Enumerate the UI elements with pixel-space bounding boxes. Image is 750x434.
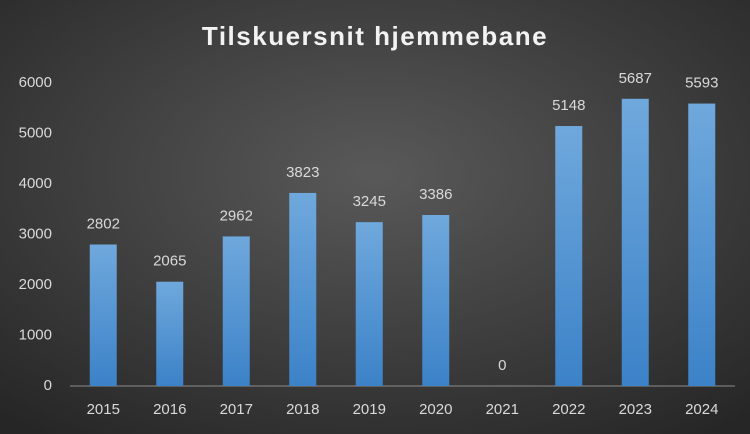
bar: [156, 281, 184, 386]
x-tick-label: 2021: [486, 401, 519, 418]
y-tick-label: 4000: [19, 175, 52, 192]
bar: [222, 236, 250, 386]
data-label: 3823: [286, 164, 319, 181]
bar: [355, 222, 383, 386]
data-label: 5593: [685, 75, 718, 92]
x-tick-label: 2019: [353, 401, 386, 418]
bar: [688, 103, 716, 386]
bar: [555, 126, 583, 386]
bar: [422, 215, 450, 386]
bar: [289, 192, 317, 386]
data-label: 2962: [220, 207, 253, 224]
y-tick-label: 1000: [19, 326, 52, 343]
x-tick-label: 2020: [419, 401, 452, 418]
y-tick-label: 3000: [19, 225, 52, 242]
chart-title: Tilskuersnit hjemmebane: [202, 21, 548, 51]
x-tick-label: 2016: [153, 401, 186, 418]
data-label: 2802: [87, 215, 120, 232]
data-label: 5148: [552, 97, 585, 114]
data-label: 3386: [419, 186, 452, 203]
y-tick-label: 5000: [19, 124, 52, 141]
x-tick-label: 2024: [685, 401, 718, 418]
bar: [621, 98, 649, 386]
x-tick-label: 2023: [619, 401, 652, 418]
data-label: 2065: [153, 253, 186, 270]
y-tick-label: 0: [44, 377, 52, 394]
x-tick-label: 2017: [220, 401, 253, 418]
x-tick-label: 2018: [286, 401, 319, 418]
data-label: 0: [498, 357, 506, 374]
data-label: 3245: [353, 193, 386, 210]
x-tick-label: 2022: [552, 401, 585, 418]
y-tick-label: 6000: [19, 74, 52, 91]
data-label: 5687: [619, 70, 652, 87]
bar: [89, 244, 117, 386]
y-tick-label: 2000: [19, 276, 52, 293]
x-tick-label: 2015: [87, 401, 120, 418]
